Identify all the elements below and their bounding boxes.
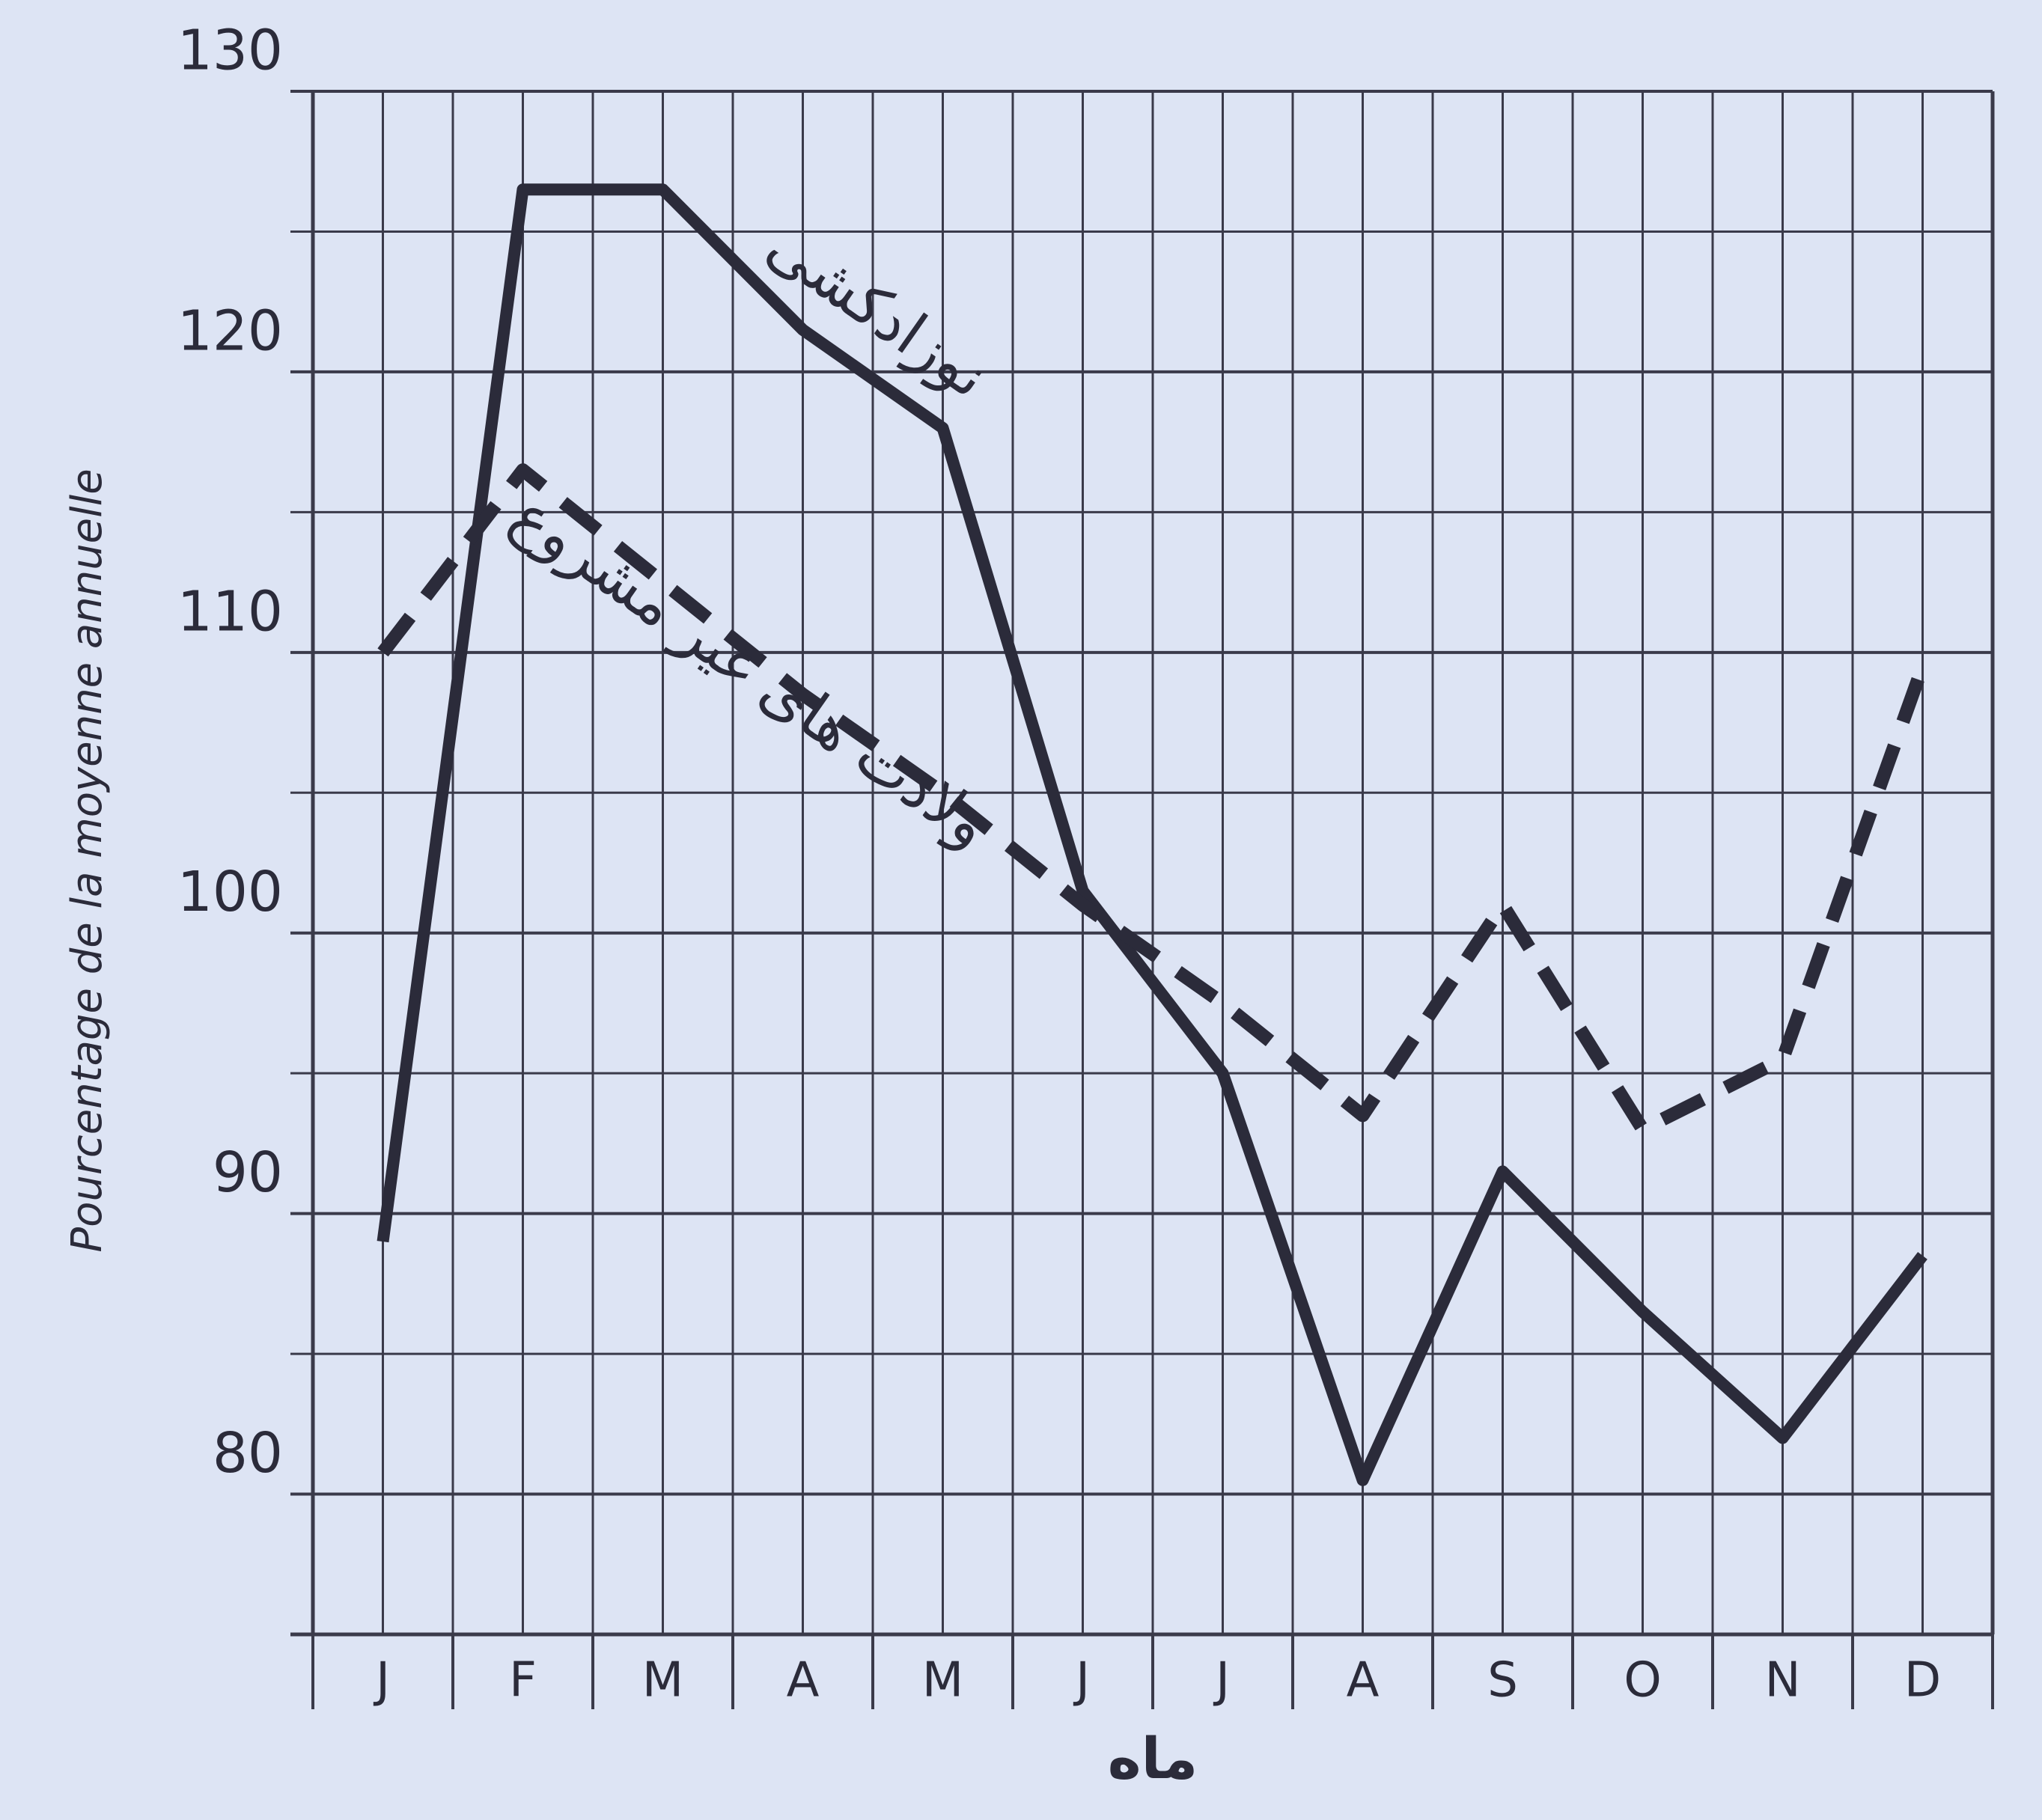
y-tick-label: 130 xyxy=(177,19,283,83)
y-tick-label: 90 xyxy=(213,1140,283,1205)
x-tick-label: M xyxy=(642,1653,683,1708)
x-tick-label: M xyxy=(922,1653,963,1708)
x-tick-label: N xyxy=(1765,1653,1801,1708)
y-axis-label: Pourcentage de la moyenne annuelle xyxy=(63,468,112,1252)
y-tick-label: 100 xyxy=(177,860,283,924)
solid-line xyxy=(377,183,1927,1486)
y-tick-label: 120 xyxy=(177,299,283,363)
dashed-line xyxy=(377,463,1929,1137)
y-tick-label: 110 xyxy=(177,579,283,644)
x-tick-label: F xyxy=(509,1653,537,1708)
x-tick-label: S xyxy=(1487,1653,1518,1708)
x-tick-label: J xyxy=(1073,1653,1090,1708)
x-axis-label: ماه xyxy=(1108,1725,1198,1792)
x-tick-label: A xyxy=(1347,1653,1380,1708)
x-tick-label: D xyxy=(1904,1653,1941,1708)
y-tick-label: 80 xyxy=(213,1421,283,1485)
x-tick-label: J xyxy=(373,1653,390,1708)
x-tick-label: A xyxy=(787,1653,820,1708)
x-tick-label: J xyxy=(1213,1653,1230,1708)
x-tick-label: O xyxy=(1624,1653,1661,1708)
